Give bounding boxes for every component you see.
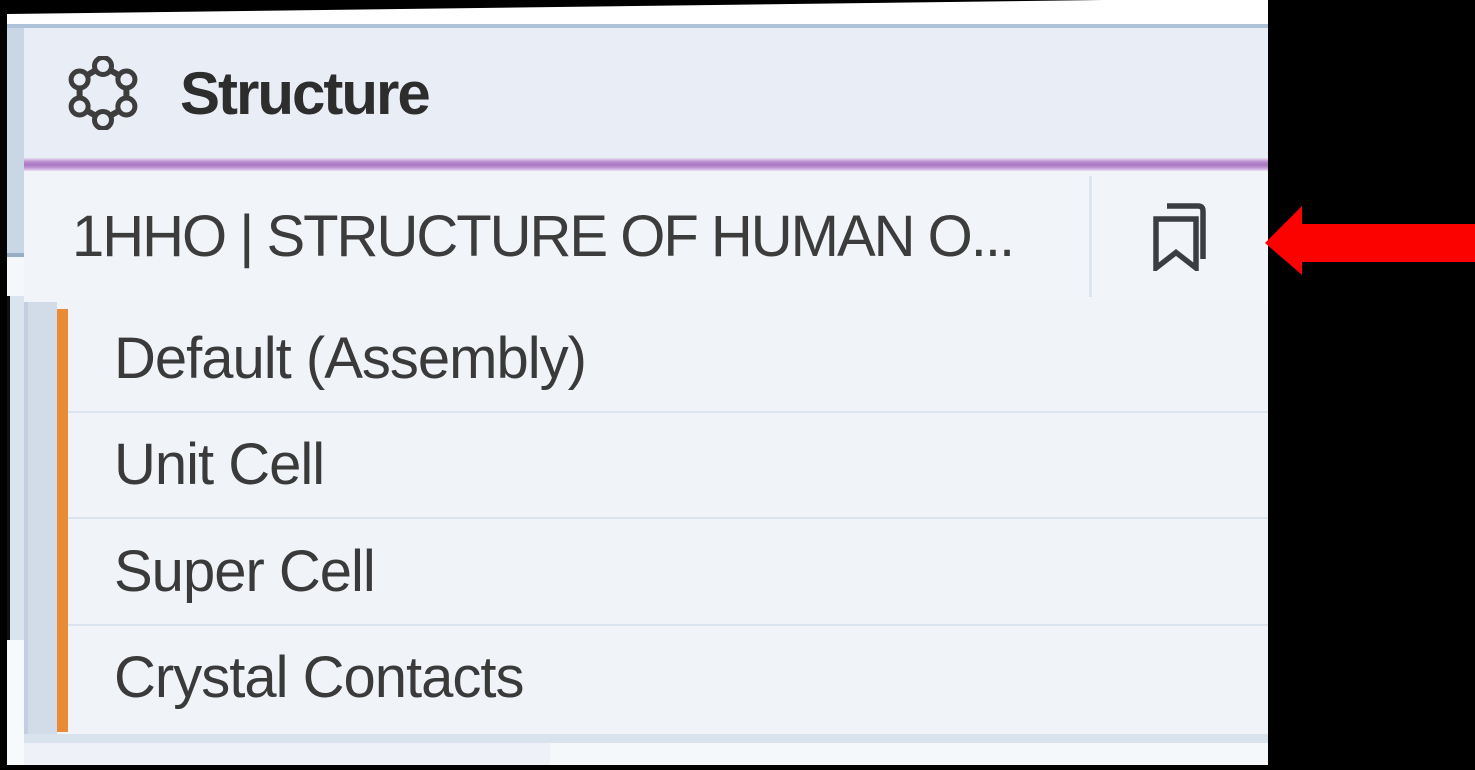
bookmarks-icon [1153, 202, 1206, 271]
selection-bar [57, 309, 68, 732]
right-frame-background [1268, 0, 1475, 770]
structure-entry-row[interactable]: 1HHO | STRUCTURE OF HUMAN O... [24, 171, 1268, 302]
annotation-arrow [1265, 206, 1475, 275]
left-frame-border [0, 0, 7, 770]
left-edge-sliver [7, 253, 24, 257]
list-gutter [24, 302, 57, 734]
molecule-hexagon-icon [68, 56, 138, 130]
structure-entry-title[interactable]: 1HHO | STRUCTURE OF HUMAN O... [72, 204, 1015, 269]
panel-accent-divider [24, 158, 1268, 171]
left-edge-sliver [7, 257, 24, 296]
list-item-default-assembly[interactable]: Default (Assembly) [68, 306, 1268, 413]
left-edge-sliver [7, 296, 10, 640]
list-item-unit-cell[interactable]: Unit Cell [68, 413, 1268, 519]
left-edge-sliver [7, 28, 24, 253]
left-edge-sliver [7, 640, 24, 765]
structure-options-list: Default (Assembly) Unit Cell Super Cell … [24, 302, 1268, 734]
structure-panel-header[interactable]: Structure [24, 28, 1268, 158]
panel-title: Structure [180, 59, 431, 127]
bottom-frame-border [0, 765, 1268, 770]
structure-panel: Structure 1HHO | STRUCTURE OF HUMAN O...… [24, 28, 1268, 765]
list-rows: Default (Assembly) Unit Cell Super Cell … [68, 306, 1268, 730]
bookmark-button[interactable] [1092, 171, 1268, 302]
list-bottom-edge [24, 734, 1268, 743]
list-item-super-cell[interactable]: Super Cell [68, 519, 1268, 626]
panel-footer [24, 743, 1268, 765]
vertical-divider [1089, 176, 1092, 297]
left-edge-sliver [10, 296, 24, 640]
panel-top-edge [7, 24, 1268, 28]
list-item-crystal-contacts[interactable]: Crystal Contacts [114, 645, 524, 711]
panel-footer-segment [550, 743, 1268, 765]
